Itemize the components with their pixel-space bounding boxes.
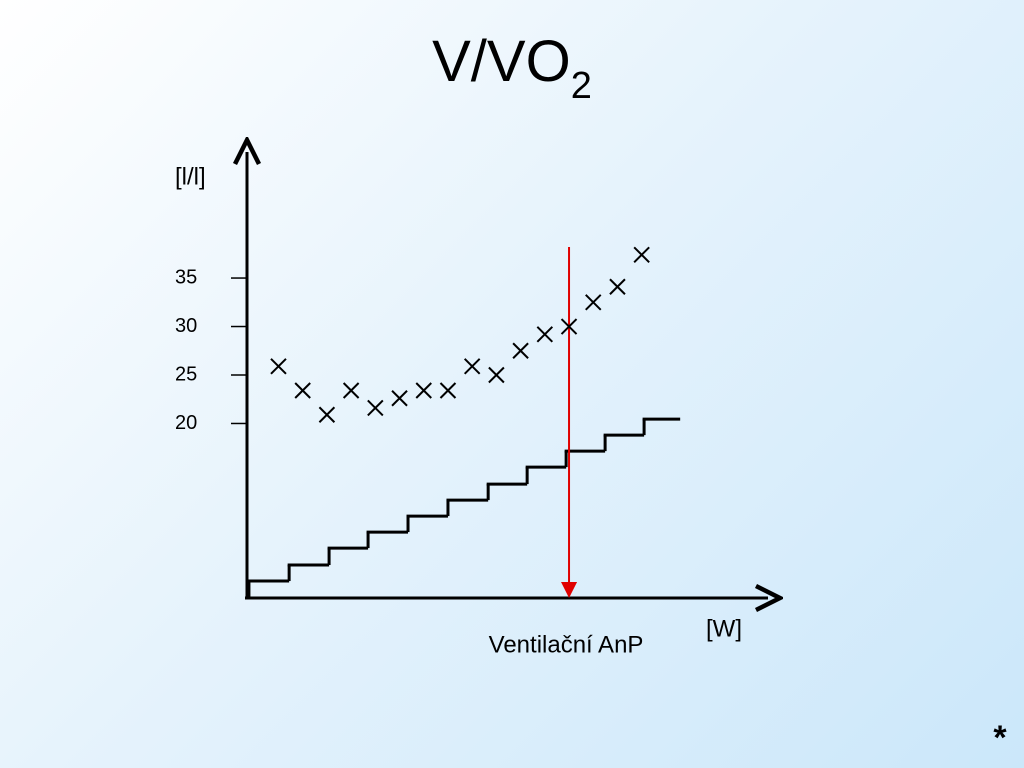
scatter-marker	[609, 278, 626, 295]
y-tick-label: 25	[175, 363, 197, 385]
scatter-marker	[633, 246, 650, 263]
scatter-marker	[463, 358, 481, 375]
x-axis-label: [W]	[706, 615, 742, 642]
scatter-marker	[536, 326, 554, 343]
scatter-marker	[488, 366, 505, 384]
scatter-marker	[342, 382, 360, 399]
y-tick-label: 35	[175, 266, 197, 288]
scatter-marker	[585, 294, 602, 311]
scatter-marker	[367, 399, 384, 417]
scatter-marker	[560, 318, 578, 335]
scatter-marker	[391, 390, 408, 407]
title-subscript: 2	[571, 65, 592, 107]
chart-title: V/VO2	[432, 29, 592, 107]
threshold-label: Ventilační AnP	[489, 631, 644, 658]
scatter-marker	[294, 382, 311, 399]
y-tick-label: 30	[175, 315, 197, 337]
y-tick-label: 20	[175, 412, 197, 434]
scatter-marker	[512, 342, 529, 359]
scatter-marker	[415, 382, 432, 399]
title-main: V/VO	[432, 29, 571, 94]
scatter-marker	[318, 406, 336, 423]
footnote: *	[993, 719, 1007, 757]
y-axis-label: [l/l]	[175, 163, 206, 190]
scatter-marker	[270, 358, 287, 375]
scatter-marker	[439, 382, 457, 399]
